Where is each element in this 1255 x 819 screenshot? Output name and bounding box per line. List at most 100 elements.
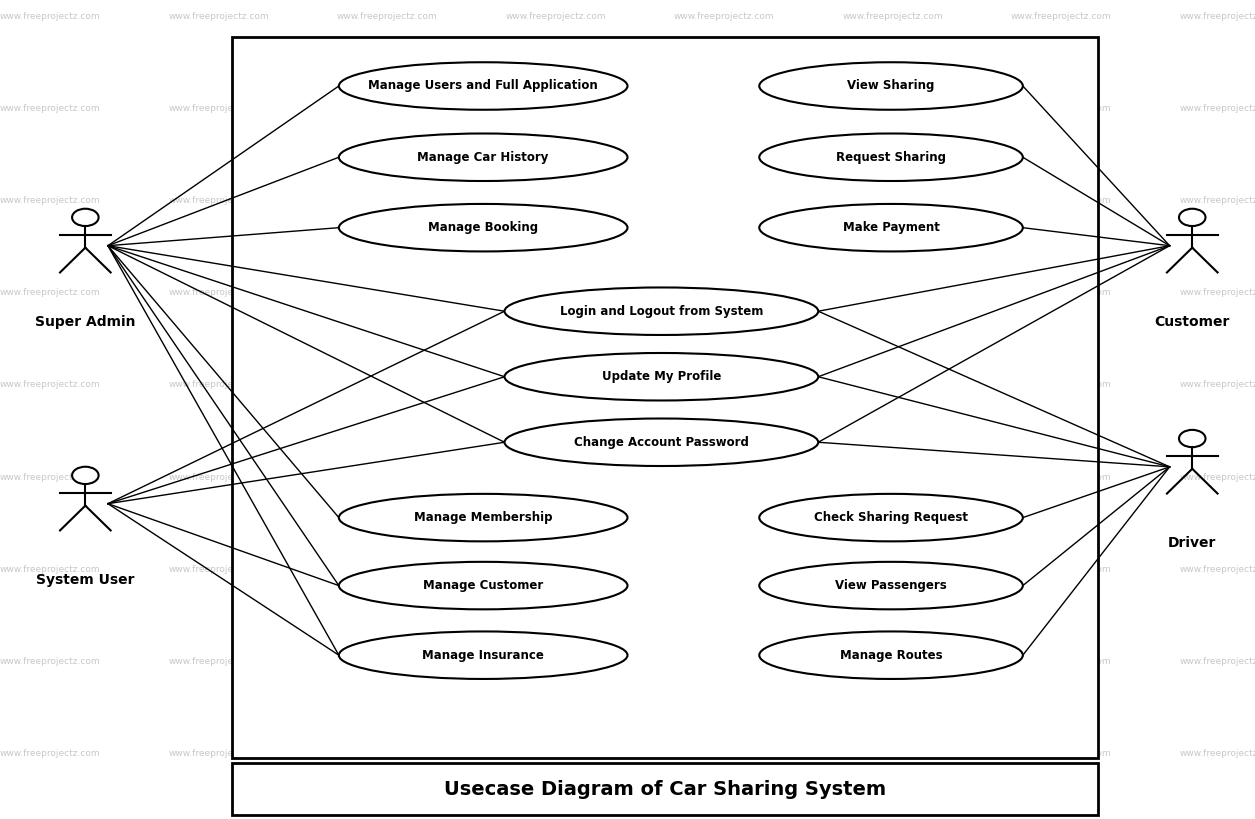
Text: www.freeprojectz.com: www.freeprojectz.com [0, 104, 100, 113]
Text: Manage Car History: Manage Car History [418, 151, 548, 164]
Text: Manage Users and Full Application: Manage Users and Full Application [368, 79, 599, 93]
Text: www.freeprojectz.com: www.freeprojectz.com [336, 657, 438, 666]
Text: www.freeprojectz.com: www.freeprojectz.com [168, 657, 269, 666]
Text: www.freeprojectz.com: www.freeprojectz.com [0, 288, 100, 297]
Text: www.freeprojectz.com: www.freeprojectz.com [842, 197, 944, 205]
Text: Update My Profile: Update My Profile [601, 370, 722, 383]
Text: www.freeprojectz.com: www.freeprojectz.com [506, 288, 606, 297]
Text: www.freeprojectz.com: www.freeprojectz.com [0, 381, 100, 389]
Text: www.freeprojectz.com: www.freeprojectz.com [1180, 473, 1255, 482]
Text: www.freeprojectz.com: www.freeprojectz.com [1012, 12, 1112, 20]
Text: Login and Logout from System: Login and Logout from System [560, 305, 763, 318]
Text: www.freeprojectz.com: www.freeprojectz.com [0, 565, 100, 573]
Text: www.freeprojectz.com: www.freeprojectz.com [336, 565, 438, 573]
Text: www.freeprojectz.com: www.freeprojectz.com [1180, 657, 1255, 666]
Text: www.freeprojectz.com: www.freeprojectz.com [0, 12, 100, 20]
Circle shape [72, 467, 99, 484]
Text: www.freeprojectz.com: www.freeprojectz.com [506, 473, 606, 482]
Ellipse shape [339, 494, 628, 541]
Text: www.freeprojectz.com: www.freeprojectz.com [1012, 288, 1112, 297]
Bar [232, 763, 1098, 815]
Text: www.freeprojectz.com: www.freeprojectz.com [0, 749, 100, 758]
Text: www.freeprojectz.com: www.freeprojectz.com [842, 473, 944, 482]
Circle shape [72, 209, 99, 226]
Ellipse shape [759, 631, 1023, 679]
Text: Make Payment: Make Payment [842, 221, 940, 234]
Text: www.freeprojectz.com: www.freeprojectz.com [0, 473, 100, 482]
Text: Super Admin: Super Admin [35, 315, 136, 329]
Text: Manage Membership: Manage Membership [414, 511, 552, 524]
Ellipse shape [759, 62, 1023, 110]
Text: www.freeprojectz.com: www.freeprojectz.com [336, 288, 438, 297]
Ellipse shape [759, 562, 1023, 609]
Text: www.freeprojectz.com: www.freeprojectz.com [0, 657, 100, 666]
Text: www.freeprojectz.com: www.freeprojectz.com [168, 565, 269, 573]
Ellipse shape [339, 562, 628, 609]
Text: www.freeprojectz.com: www.freeprojectz.com [168, 381, 269, 389]
Text: www.freeprojectz.com: www.freeprojectz.com [1012, 749, 1112, 758]
Text: www.freeprojectz.com: www.freeprojectz.com [1180, 565, 1255, 573]
Text: www.freeprojectz.com: www.freeprojectz.com [1012, 104, 1112, 113]
Text: www.freeprojectz.com: www.freeprojectz.com [842, 657, 944, 666]
Text: www.freeprojectz.com: www.freeprojectz.com [506, 657, 606, 666]
Text: www.freeprojectz.com: www.freeprojectz.com [168, 473, 269, 482]
Text: www.freeprojectz.com: www.freeprojectz.com [506, 12, 606, 20]
Ellipse shape [505, 287, 818, 335]
Text: www.freeprojectz.com: www.freeprojectz.com [336, 12, 438, 20]
Text: www.freeprojectz.com: www.freeprojectz.com [506, 381, 606, 389]
Text: Change Account Password: Change Account Password [574, 436, 749, 449]
Text: Manage Booking: Manage Booking [428, 221, 538, 234]
Text: www.freeprojectz.com: www.freeprojectz.com [674, 288, 774, 297]
Text: www.freeprojectz.com: www.freeprojectz.com [168, 12, 269, 20]
Ellipse shape [505, 419, 818, 466]
Text: www.freeprojectz.com: www.freeprojectz.com [842, 104, 944, 113]
Text: www.freeprojectz.com: www.freeprojectz.com [1180, 749, 1255, 758]
Text: www.freeprojectz.com: www.freeprojectz.com [674, 749, 774, 758]
Text: www.freeprojectz.com: www.freeprojectz.com [506, 104, 606, 113]
Ellipse shape [339, 631, 628, 679]
Ellipse shape [339, 204, 628, 251]
Text: www.freeprojectz.com: www.freeprojectz.com [842, 381, 944, 389]
Text: Driver: Driver [1168, 536, 1216, 550]
Circle shape [1178, 430, 1206, 447]
Text: www.freeprojectz.com: www.freeprojectz.com [1012, 565, 1112, 573]
Text: www.freeprojectz.com: www.freeprojectz.com [842, 565, 944, 573]
Text: www.freeprojectz.com: www.freeprojectz.com [1012, 473, 1112, 482]
Text: www.freeprojectz.com: www.freeprojectz.com [674, 657, 774, 666]
Text: View Sharing: View Sharing [847, 79, 935, 93]
Text: www.freeprojectz.com: www.freeprojectz.com [674, 381, 774, 389]
Text: Customer: Customer [1155, 315, 1230, 329]
Text: www.freeprojectz.com: www.freeprojectz.com [674, 12, 774, 20]
Ellipse shape [339, 133, 628, 181]
Text: www.freeprojectz.com: www.freeprojectz.com [674, 197, 774, 205]
Text: www.freeprojectz.com: www.freeprojectz.com [1012, 381, 1112, 389]
Text: www.freeprojectz.com: www.freeprojectz.com [1180, 197, 1255, 205]
Text: www.freeprojectz.com: www.freeprojectz.com [674, 104, 774, 113]
Text: www.freeprojectz.com: www.freeprojectz.com [336, 197, 438, 205]
Text: www.freeprojectz.com: www.freeprojectz.com [168, 288, 269, 297]
Bar [232, 37, 1098, 758]
Text: www.freeprojectz.com: www.freeprojectz.com [1180, 104, 1255, 113]
Text: www.freeprojectz.com: www.freeprojectz.com [674, 473, 774, 482]
Text: Usecase Diagram of Car Sharing System: Usecase Diagram of Car Sharing System [444, 780, 886, 799]
Text: Manage Routes: Manage Routes [840, 649, 943, 662]
Text: www.freeprojectz.com: www.freeprojectz.com [168, 197, 269, 205]
Text: www.freeprojectz.com: www.freeprojectz.com [842, 12, 944, 20]
Text: www.freeprojectz.com: www.freeprojectz.com [506, 565, 606, 573]
Text: www.freeprojectz.com: www.freeprojectz.com [1180, 12, 1255, 20]
Text: www.freeprojectz.com: www.freeprojectz.com [336, 749, 438, 758]
Text: www.freeprojectz.com: www.freeprojectz.com [1180, 381, 1255, 389]
Text: System User: System User [36, 573, 134, 587]
Text: www.freeprojectz.com: www.freeprojectz.com [336, 381, 438, 389]
Text: www.freeprojectz.com: www.freeprojectz.com [336, 473, 438, 482]
Text: www.freeprojectz.com: www.freeprojectz.com [674, 565, 774, 573]
Text: www.freeprojectz.com: www.freeprojectz.com [1180, 288, 1255, 297]
Circle shape [1178, 209, 1206, 226]
Text: www.freeprojectz.com: www.freeprojectz.com [0, 197, 100, 205]
Text: www.freeprojectz.com: www.freeprojectz.com [842, 749, 944, 758]
Ellipse shape [339, 62, 628, 110]
Text: www.freeprojectz.com: www.freeprojectz.com [336, 104, 438, 113]
Text: www.freeprojectz.com: www.freeprojectz.com [1012, 197, 1112, 205]
Text: Manage Insurance: Manage Insurance [422, 649, 545, 662]
Text: www.freeprojectz.com: www.freeprojectz.com [1012, 657, 1112, 666]
